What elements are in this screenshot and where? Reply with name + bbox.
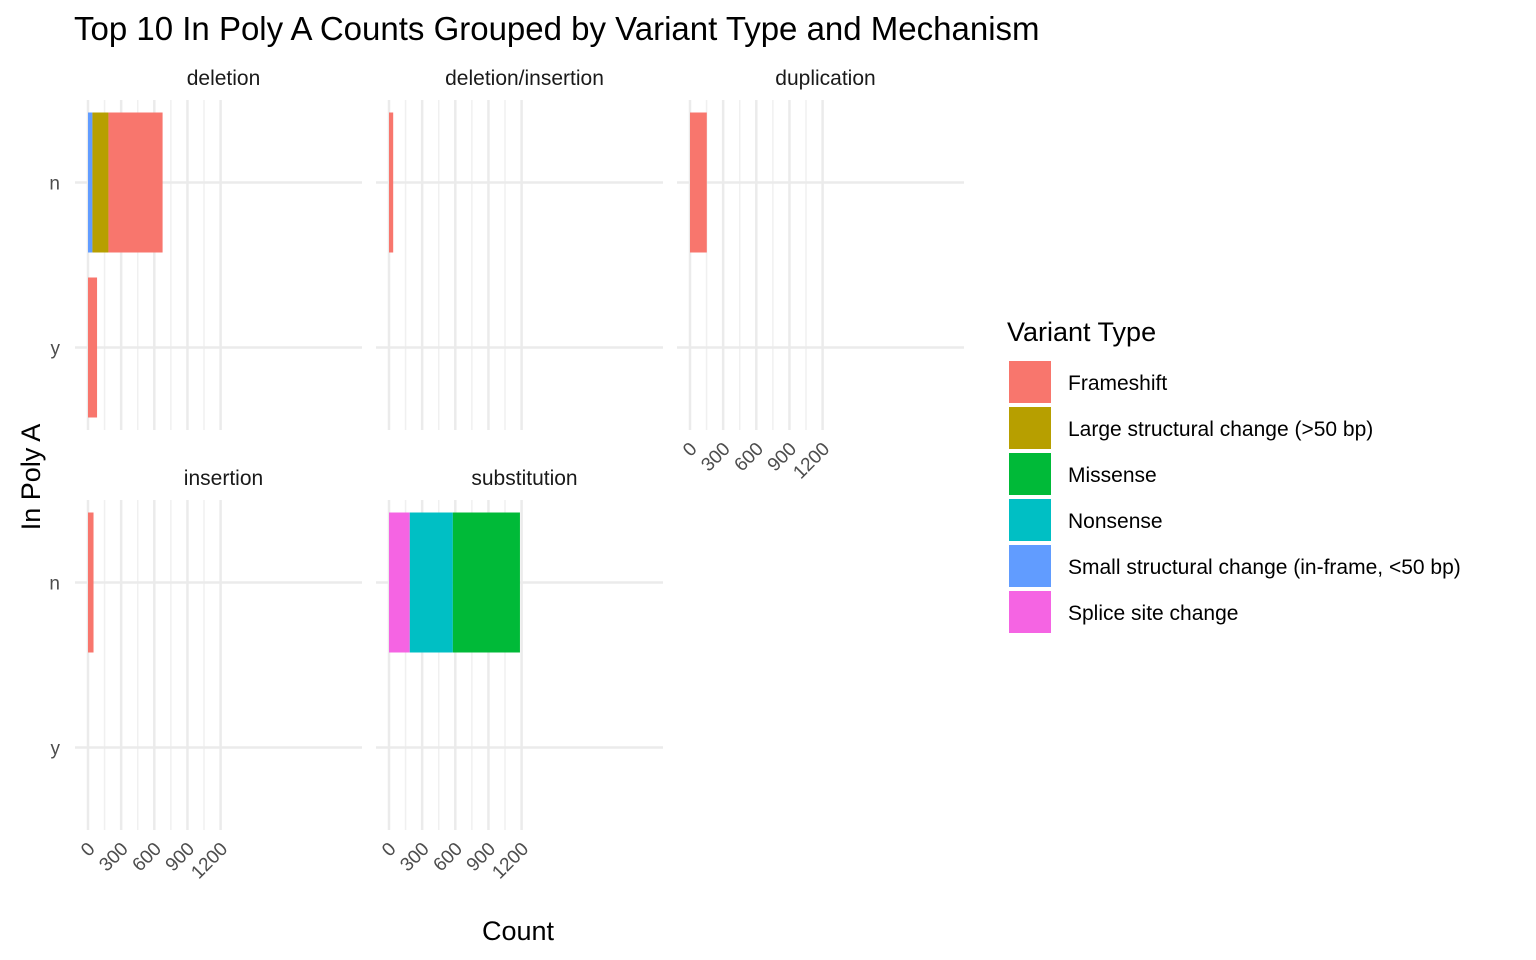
facet-strip-label: deletion/insertion [445, 67, 604, 90]
bar-segment-deletion-n-large-structural-change-50-bp [92, 112, 109, 253]
legend: Variant Type Frameshift Large structural … [1007, 317, 1461, 633]
legend-item-splice-site-change: Splice site change [1009, 591, 1238, 633]
y-tick-label: n [49, 174, 60, 195]
legend-swatch [1009, 407, 1051, 449]
bar-segment-duplication-n-frameshift [690, 112, 707, 253]
panel-deletion: deletion n y [49, 67, 362, 430]
facet-strip-label: duplication [775, 67, 875, 90]
legend-swatch [1009, 361, 1051, 403]
bar-segment-insertion-n-frameshift [88, 512, 94, 653]
legend-label: Large structural change (>50 bp) [1068, 418, 1373, 441]
x-tick-label: 0 [77, 839, 99, 861]
legend-label: Splice site change [1068, 602, 1238, 625]
legend-swatch [1009, 499, 1051, 541]
legend-swatch [1009, 545, 1051, 587]
legend-item-nonsense: Nonsense [1009, 499, 1163, 541]
x-tick-label: 300 [396, 839, 433, 876]
x-tick-label: 300 [697, 439, 734, 476]
bar-segment-deletion-y-frameshift [88, 277, 98, 418]
legend-label: Missense [1068, 464, 1157, 487]
y-axis-title: In Poly A [16, 424, 46, 531]
y-tick-label: n [49, 574, 60, 595]
x-tick-label: 600 [129, 839, 166, 876]
x-tick-label: 300 [95, 839, 132, 876]
legend-label: Nonsense [1068, 510, 1163, 533]
legend-label: Frameshift [1068, 372, 1167, 395]
x-tick-label: 600 [430, 839, 467, 876]
panel-deletion-insertion: deletion/insertion [376, 67, 663, 430]
bar-segment-deletion-insertion-n-frameshift [389, 112, 394, 253]
facet-strip-label: substitution [471, 467, 577, 490]
bar-segment-deletion-n-small-structural-change-in-frame-50-bp [88, 112, 93, 253]
legend-swatch [1009, 591, 1051, 633]
x-tick-label: 0 [378, 839, 400, 861]
legend-item-small-structural-change-in-frame-50-bp: Small structural change (in-frame, <50 b… [1009, 545, 1461, 587]
y-tick-label: y [51, 339, 61, 360]
bar-segment-deletion-n-frameshift [108, 112, 163, 253]
bar-segment-substitution-n-nonsense [409, 512, 453, 653]
bar-segment-substitution-n-splice-site-change [389, 512, 410, 653]
x-tick-label: 0 [679, 439, 701, 461]
legend-item-large-structural-change-50-bp: Large structural change (>50 bp) [1009, 407, 1373, 449]
facet-strip-label: insertion [184, 467, 263, 490]
legend-item-missense: Missense [1009, 453, 1157, 495]
x-tick-label: 600 [731, 439, 768, 476]
facet-panels: deletion n y deletion/insertion duplication 0… [49, 67, 964, 883]
legend-swatch [1009, 453, 1051, 495]
legend-item-frameshift: Frameshift [1009, 361, 1167, 403]
bar-segment-substitution-n-missense [452, 512, 520, 653]
legend-title: Variant Type [1007, 317, 1156, 347]
x-axis-title: Count [482, 916, 555, 946]
facet-strip-label: deletion [187, 67, 261, 90]
legend-label: Small structural change (in-frame, <50 b… [1068, 556, 1461, 579]
chart-title: Top 10 In Poly A Counts Grouped by Varia… [74, 10, 1040, 47]
x-tick-label: 1200 [187, 839, 232, 884]
x-tick-label: 1200 [789, 439, 834, 484]
y-tick-label: y [51, 739, 61, 760]
x-tick-label: 1200 [488, 839, 533, 884]
